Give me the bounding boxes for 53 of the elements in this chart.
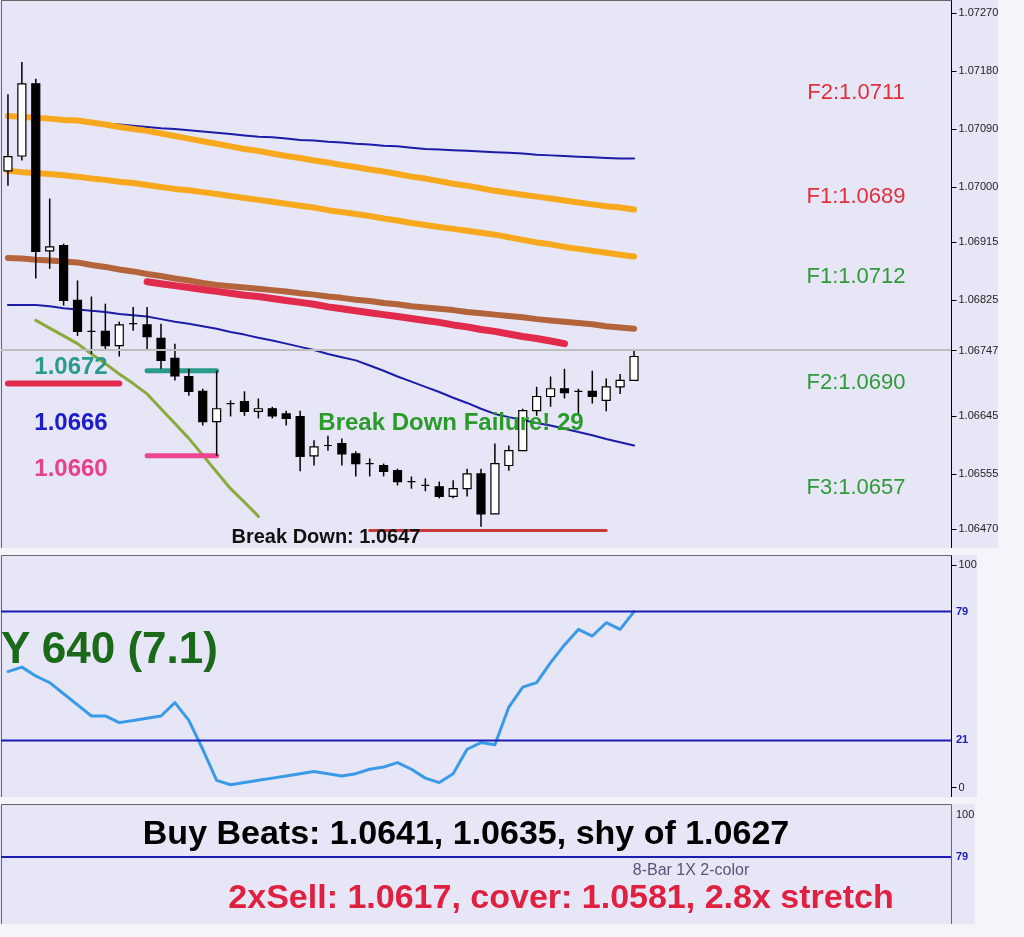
annotation: 1.0672 xyxy=(34,352,108,379)
candlestick xyxy=(239,390,250,417)
ref-line-label: 21 xyxy=(956,733,969,746)
candlestick xyxy=(212,369,222,457)
y-tick-label: 1.07000 xyxy=(958,180,999,193)
text: 79 xyxy=(956,850,969,862)
y-tick-label: 1.07180 xyxy=(958,64,999,77)
y-tick-label: 1.06747 xyxy=(958,343,999,356)
candlestick xyxy=(559,368,570,400)
annotation: 1.0660 xyxy=(34,454,108,481)
y-tick-label: 1.06645 xyxy=(958,409,999,422)
candlestick xyxy=(3,93,13,187)
line-series xyxy=(6,303,636,447)
text: Buy Beats: 1.0641, 1.0635, shy of 1.0627 xyxy=(142,813,790,851)
y-tick-label: 1.06470 xyxy=(958,522,999,535)
candlestick xyxy=(448,479,458,500)
ref-line-label: 79 xyxy=(956,604,969,617)
candlestick xyxy=(504,444,514,472)
text: 8-Bar 1X 2-color xyxy=(632,861,750,878)
y-tick-label: 1.06555 xyxy=(958,467,999,480)
candlestick xyxy=(629,349,639,382)
candlestick xyxy=(337,437,347,467)
text: F2:1.0711 xyxy=(807,79,905,104)
candlestick xyxy=(114,320,124,358)
candlestick xyxy=(184,368,194,397)
y-tick-label: 100 xyxy=(958,558,977,571)
candlestick xyxy=(351,450,361,478)
text: 2xSell: 1.0617, cover: 1.0581, 2.8x stretch xyxy=(228,877,894,915)
y-tick-label: 1.06825 xyxy=(958,293,999,306)
line-series xyxy=(34,318,260,518)
annotation: Y 640 (7.1) xyxy=(1,623,218,672)
candlestick xyxy=(587,369,597,405)
candlestick xyxy=(309,439,319,467)
text: F3:1.0657 xyxy=(806,474,906,499)
candlestick xyxy=(601,377,611,413)
candlestick xyxy=(545,375,556,408)
candlestick xyxy=(170,342,180,382)
annotation: 1.0666 xyxy=(34,408,108,435)
annotation: Break Down: 1.0647 xyxy=(231,525,421,547)
candlestick xyxy=(100,302,110,352)
candlestick xyxy=(156,322,166,370)
candlestick xyxy=(615,373,625,395)
y-tick-label: 1.07270 xyxy=(958,6,999,19)
candlestick xyxy=(45,197,55,270)
text: F1:1.0712 xyxy=(806,263,906,288)
candlestick xyxy=(462,467,472,498)
candlestick xyxy=(142,306,152,352)
text: F2:1.0690 xyxy=(806,369,906,394)
candlestick xyxy=(253,397,263,420)
y-tick-label: 0 xyxy=(958,780,965,793)
text: F1:1.0689 xyxy=(806,183,906,208)
y-tick-label: 1.07090 xyxy=(958,122,999,135)
y-tick-label: 1.06915 xyxy=(958,235,999,248)
